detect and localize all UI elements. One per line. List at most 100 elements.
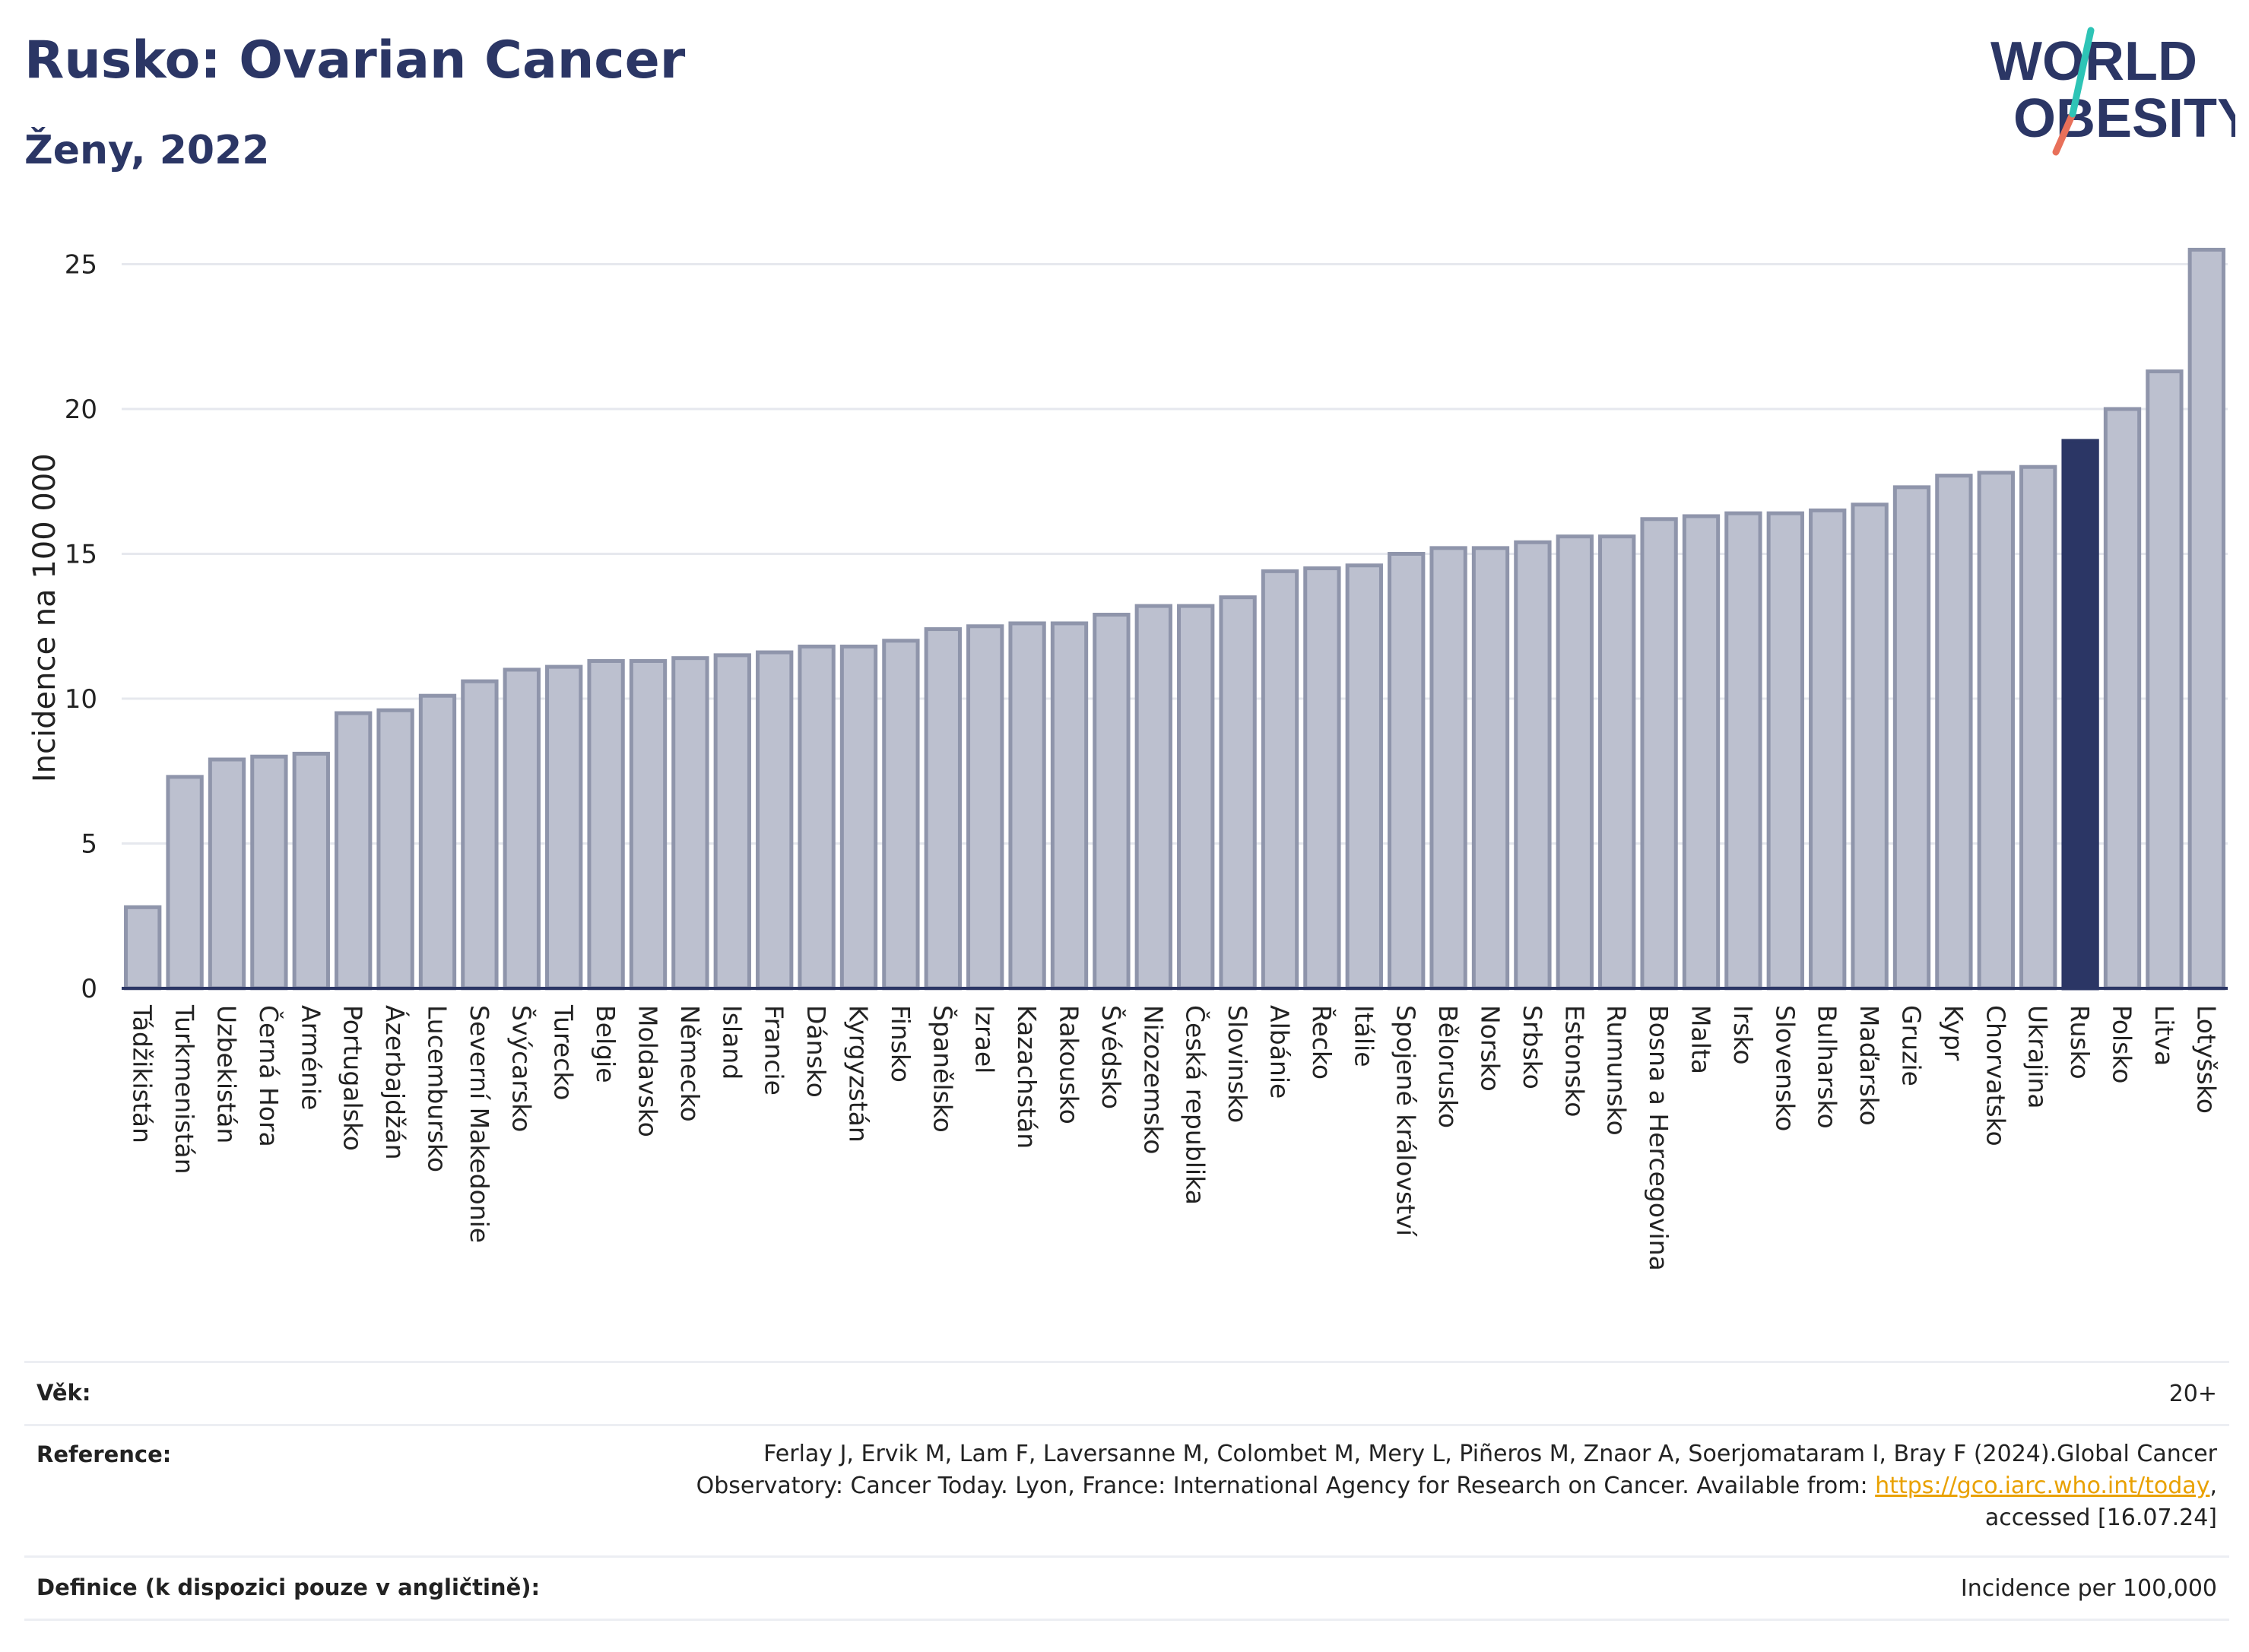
meta-reference-value: Ferlay J, Ervik M, Lam F, Laversanne M, … xyxy=(24,1426,2229,1534)
x-tick-label: Maďarsko xyxy=(1854,1005,1884,1126)
y-tick-label: 25 xyxy=(65,250,97,281)
bar-Rumunsko xyxy=(1598,534,1636,991)
x-tick-label: Island xyxy=(717,1005,747,1080)
bar-Bělorusko xyxy=(1429,546,1467,991)
bar-Německo xyxy=(671,656,709,991)
y-tick-label: 10 xyxy=(65,684,97,715)
x-tick-label: Uzbekistán xyxy=(212,1005,242,1143)
meta-row-age: Věk: 20+ xyxy=(24,1363,2229,1426)
bar-Malta xyxy=(1682,514,1721,991)
x-tick-label: Polsko xyxy=(2108,1005,2137,1083)
y-tick-label: 5 xyxy=(81,829,97,860)
x-tick-label: Slovinsko xyxy=(1223,1005,1252,1123)
bar-Francie xyxy=(756,650,794,991)
bar-Turecko xyxy=(545,664,583,991)
bar-Spojené království xyxy=(1388,552,1426,991)
x-tick-label: Norsko xyxy=(1476,1005,1505,1092)
bar-Španělsko xyxy=(924,627,962,991)
bar-Finsko xyxy=(882,639,920,991)
bar-Rakousko xyxy=(1050,621,1089,991)
bar-Bosna a Hercegovina xyxy=(1640,517,1678,991)
bar-Izrael xyxy=(966,624,1004,991)
reference-line-3: accessed [16.07.24] xyxy=(1984,1505,2217,1531)
reference-line-2-suffix: , xyxy=(2209,1473,2217,1499)
x-tick-label: Turecko xyxy=(549,1004,579,1100)
x-tick-label: Česká republika xyxy=(1181,1005,1211,1205)
x-tick-label: Portugalsko xyxy=(338,1005,368,1151)
x-tick-label: Chorvatsko xyxy=(1981,1005,2010,1146)
y-axis-label: Incidence na 100 000 xyxy=(27,453,62,782)
meta-age-label: Věk: xyxy=(36,1380,91,1406)
bar-chart: 0 5 10 15 20 25 Incidence na 100 000 Tádžikistá… xyxy=(27,247,2228,1271)
x-tick-label: Litva xyxy=(2149,1005,2179,1066)
bar-Moldavsko xyxy=(629,658,668,991)
meta-age-value: 20+ xyxy=(2168,1381,2217,1407)
x-tick-label: Rumunsko xyxy=(1602,1005,1632,1136)
reference-line-1: Ferlay J, Ervik M, Lam F, Laversanne M, … xyxy=(763,1441,2217,1467)
x-tick-label: Ukrajina xyxy=(2023,1005,2053,1109)
bar-Lucembursko xyxy=(418,693,457,991)
reference-link[interactable]: https://gco.iarc.who.int/today xyxy=(1875,1473,2210,1499)
x-tick-label: Arménie xyxy=(296,1005,325,1110)
x-tick-label: Kypr xyxy=(1939,1005,1968,1061)
logo-text-top: WORLD xyxy=(1990,31,2197,92)
bar-Švýcarsko xyxy=(503,667,541,991)
bar-Polsko xyxy=(2103,407,2142,991)
x-tick-label: Tádžikistán xyxy=(128,1004,157,1143)
bar-Ukrajina xyxy=(2019,465,2057,991)
x-tick-label: Lotyšsko xyxy=(2191,1005,2221,1114)
logo-text-bottom: OBESITY xyxy=(2013,88,2235,149)
bar-Kazachstán xyxy=(1008,621,1046,991)
bar-Itálie xyxy=(1345,563,1383,991)
meta-reference-label: Reference: xyxy=(36,1441,172,1467)
bar-Slovensko xyxy=(1766,511,1804,991)
logo-slash-coral xyxy=(2052,110,2076,156)
x-tick-label: Bělorusko xyxy=(1433,1005,1463,1128)
bar-Belgie xyxy=(587,658,625,991)
x-tick-label: Bulharsko xyxy=(1813,1005,1842,1129)
x-tick-label: Španělsko xyxy=(928,1005,958,1133)
bar-Arménie xyxy=(292,751,330,991)
x-tick-label: Moldavsko xyxy=(633,1005,663,1137)
bar-Ázerbajdžán xyxy=(376,708,414,991)
x-tick-label: Izrael xyxy=(970,1005,1000,1073)
x-tick-label: Ázerbajdžán xyxy=(380,1005,411,1160)
bar-Tádžikistán xyxy=(124,905,162,991)
x-tick-label: Irsko xyxy=(1728,1005,1758,1065)
bar-Maďarsko xyxy=(1851,503,1889,991)
x-tick-label: Lucembursko xyxy=(423,1005,452,1172)
chart-subtitle: Ženy, 2022 xyxy=(24,128,270,173)
meta-row-definition: Definice (k dispozici pouze v angličtině… xyxy=(24,1558,2229,1621)
bar-Bulharsko xyxy=(1809,508,1847,991)
bar-Irsko xyxy=(1724,511,1762,991)
y-tick-label: 0 xyxy=(81,974,97,1004)
bar-Estonsko xyxy=(1556,534,1594,991)
x-tick-label: Spojené království xyxy=(1391,1005,1421,1238)
x-tick-label: Řecko xyxy=(1307,1005,1337,1080)
world-obesity-logo: WORLD OBESITY xyxy=(1990,27,2235,156)
x-tick-label: Kyrgyzstán xyxy=(844,1005,874,1143)
x-tick-label: Francie xyxy=(760,1005,789,1096)
reference-line-2-prefix: Observatory: Cancer Today. Lyon, France:… xyxy=(696,1473,1876,1499)
x-tick-label: Černá Hora xyxy=(254,1005,284,1147)
x-tick-label: Švédsko xyxy=(1096,1005,1127,1109)
bar-Uzbekistán xyxy=(208,757,246,991)
x-tick-label: Rusko xyxy=(2065,1005,2095,1080)
reference-line-2: Observatory: Cancer Today. Lyon, France:… xyxy=(24,1470,2217,1502)
x-tick-label: Rakousko xyxy=(1055,1005,1084,1124)
metadata-table: Věk: 20+ Reference: Ferlay J, Ervik M, L… xyxy=(24,1361,2229,1621)
bar-Portugalsko xyxy=(335,711,373,991)
x-tick-label: Německo xyxy=(675,1005,705,1122)
bar-Litva xyxy=(2146,369,2184,991)
chart-title: Rusko: Ovarian Cancer xyxy=(24,30,686,90)
x-tick-label: Severní Makedonie xyxy=(465,1005,494,1243)
y-tick-label: 20 xyxy=(65,395,97,425)
bar-Gruzie xyxy=(1892,485,1931,991)
x-tick-label: Nizozemsko xyxy=(1138,1005,1168,1154)
bar-Dánsko xyxy=(798,644,836,991)
x-tick-label: Estonsko xyxy=(1559,1005,1589,1117)
bar-Albánie xyxy=(1261,569,1299,991)
bar-Island xyxy=(713,653,751,991)
meta-definition-label: Definice (k dispozici pouze v angličtině… xyxy=(36,1574,541,1600)
bar-Česká republika xyxy=(1177,604,1215,991)
